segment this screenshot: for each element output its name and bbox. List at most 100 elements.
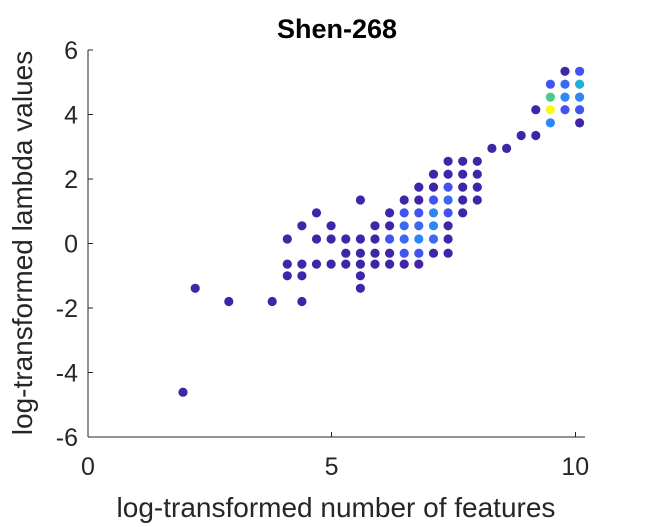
scatter-point [502, 143, 512, 153]
y-axis-label: log-transformed lambda values [7, 51, 38, 435]
scatter-point [399, 259, 409, 269]
scatter-point [355, 283, 365, 293]
scatter-point [560, 79, 570, 89]
scatter-point [443, 208, 453, 218]
scatter-point [282, 271, 292, 281]
scatter-point [399, 208, 409, 218]
scatter-point [414, 221, 424, 231]
scatter-point [370, 259, 380, 269]
y-tick-label: -4 [56, 360, 78, 388]
scatter-point [575, 118, 585, 128]
scatter-point [428, 169, 439, 179]
scatter-point [282, 234, 292, 244]
scatter-point [399, 248, 409, 258]
scatter-point [458, 169, 468, 179]
scatter-point [531, 105, 541, 115]
scatter-point [472, 195, 482, 205]
scatter-point [267, 296, 277, 307]
scatter-point [385, 259, 395, 269]
scatter-point [428, 221, 439, 231]
scatter-point [443, 169, 453, 179]
y-tick-label: 6 [64, 37, 78, 65]
scatter-point [282, 259, 292, 269]
scatter-point [326, 259, 336, 269]
y-tick-label: 2 [64, 166, 78, 194]
x-tick-label: 10 [561, 453, 589, 481]
y-tick-label: -2 [56, 295, 78, 323]
scatter-point [443, 234, 453, 244]
scatter-point [370, 234, 380, 244]
scatter-point [355, 259, 365, 269]
scatter-point [560, 92, 570, 102]
y-tick-label: 0 [64, 231, 78, 259]
scatter-point [311, 259, 322, 269]
scatter-point [385, 248, 395, 258]
scatter-point [516, 130, 526, 141]
scatter-point [545, 79, 556, 89]
scatter-point [545, 105, 556, 115]
scatter-point [399, 234, 409, 244]
scatter-point [190, 283, 200, 293]
scatter-point [545, 118, 556, 128]
data-points [178, 66, 585, 397]
scatter-point [414, 248, 424, 258]
axis-ticks: 0 5 10 -6 -4 -2 0 2 4 6 [56, 37, 589, 481]
scatter-point [560, 66, 570, 76]
scatter-point [487, 143, 497, 153]
scatter-point [428, 208, 439, 218]
scatter-point [414, 182, 424, 192]
scatter-point [178, 387, 188, 397]
scatter-point [297, 259, 307, 269]
scatter-point [311, 208, 322, 218]
x-tick-label: 5 [325, 453, 339, 481]
scatter-point [355, 195, 365, 205]
scatter-point [443, 221, 453, 231]
scatter-point [428, 248, 439, 258]
scatter-point [428, 182, 439, 192]
scatter-point [326, 234, 336, 244]
scatter-point [385, 208, 395, 218]
scatter-point [341, 234, 351, 244]
x-tick-label: 0 [81, 453, 95, 481]
scatter-point [297, 271, 307, 281]
y-tick-label: -6 [56, 424, 78, 452]
scatter-point [575, 79, 585, 89]
scatter-point [458, 182, 468, 192]
scatter-point [311, 234, 322, 244]
scatter-point [472, 182, 482, 192]
scatter-point [472, 169, 482, 179]
scatter-point [472, 156, 482, 166]
scatter-point [458, 156, 468, 166]
scatter-point [355, 271, 365, 281]
scatter-point [428, 195, 439, 205]
scatter-point [443, 248, 453, 258]
scatter-point [414, 195, 424, 205]
scatter-point [531, 130, 541, 141]
scatter-point [370, 248, 380, 258]
plot-area: 0 5 10 -6 -4 -2 0 2 4 6 [56, 37, 589, 481]
scatter-point [341, 248, 351, 258]
scatter-point [545, 92, 556, 102]
scatter-point [414, 259, 424, 269]
scatter-point [428, 234, 439, 244]
scatter-point [341, 259, 351, 269]
chart-title: Shen-268 [277, 14, 397, 44]
scatter-point [355, 248, 365, 258]
scatter-point [399, 221, 409, 231]
scatter-point [297, 296, 307, 307]
scatter-point [326, 221, 336, 231]
scatter-point [399, 195, 409, 205]
scatter-point [443, 182, 453, 192]
scatter-point [560, 105, 570, 115]
scatter-point [575, 66, 585, 76]
scatter-point [458, 208, 468, 218]
scatter-point [458, 195, 468, 205]
scatter-point [355, 234, 365, 244]
scatter-point [443, 156, 453, 166]
x-axis-label: log-transformed number of features [117, 492, 556, 523]
scatter-point [224, 296, 234, 307]
scatter-point [297, 221, 307, 231]
y-tick-label: 4 [64, 102, 78, 130]
scatter-point [575, 92, 585, 102]
